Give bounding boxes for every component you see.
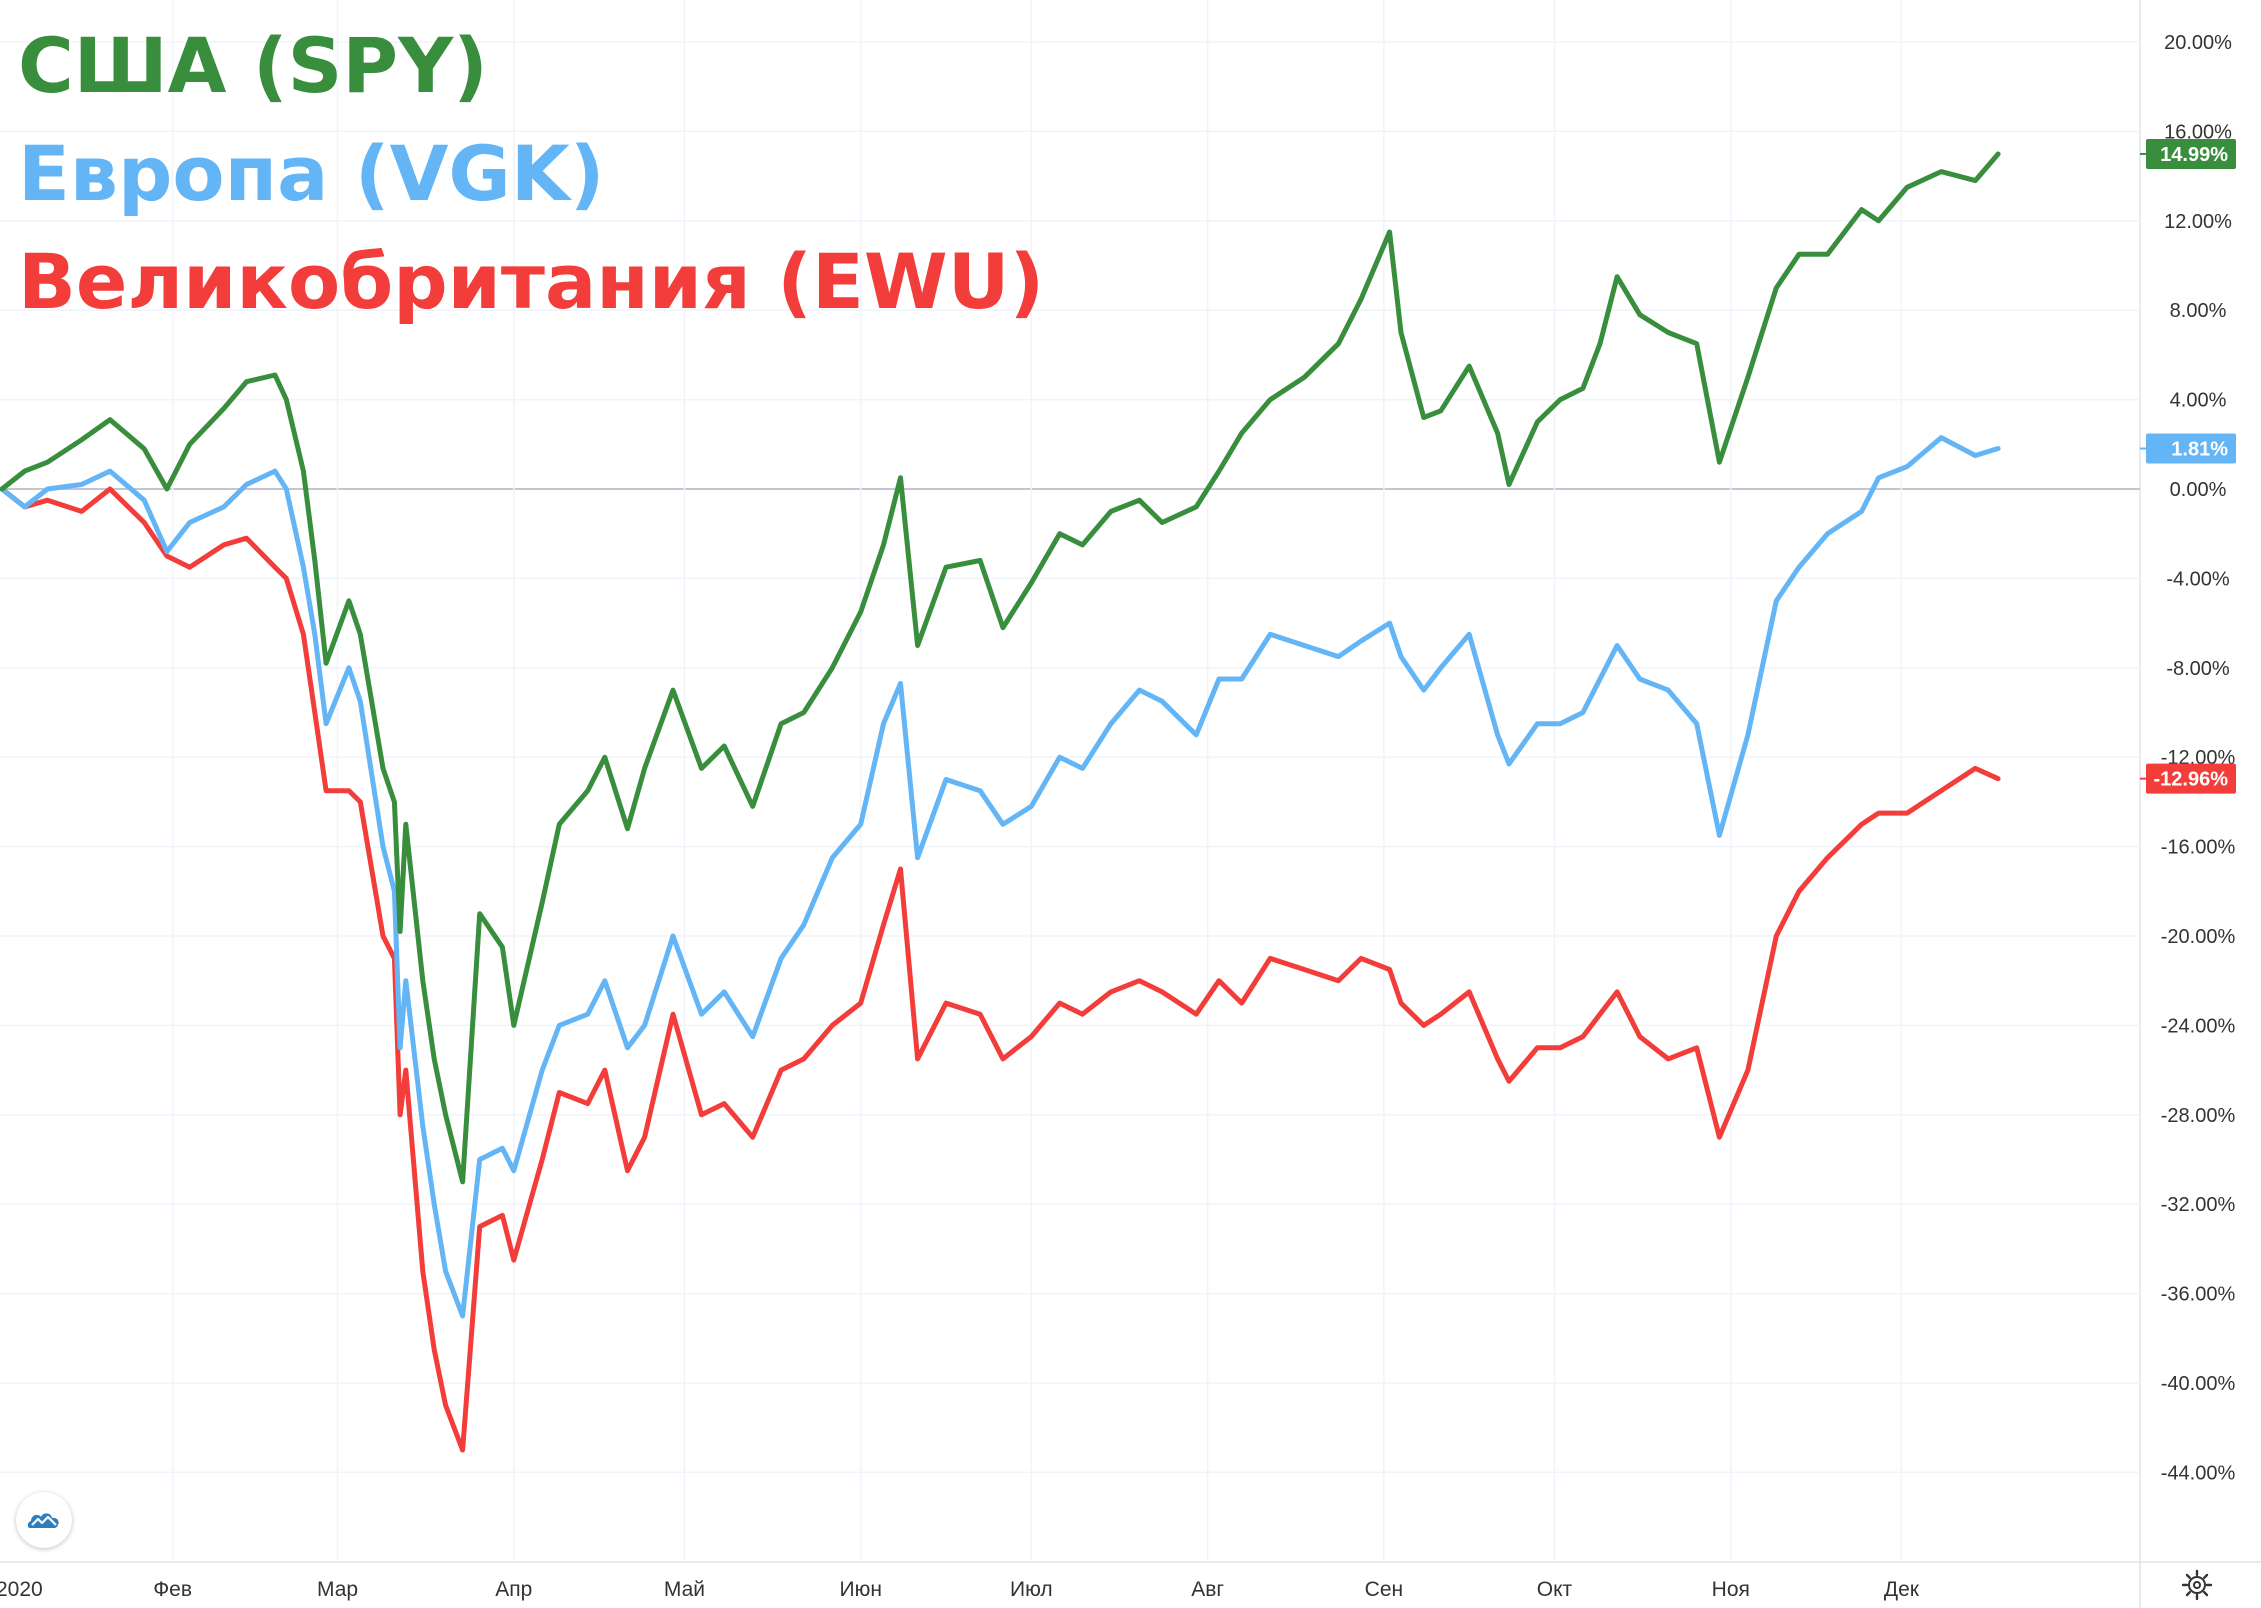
x-tick-label: Мар (317, 1578, 358, 1601)
last-value-label-vgk: 1.81% (2140, 433, 2236, 464)
y-tick-label: -8.00% (2166, 658, 2230, 680)
last-value-labels: 14.99% 1.81% -12.96% (2140, 138, 2236, 794)
tradingview-logo-button[interactable] (16, 1492, 72, 1548)
x-tick-label: Окт (1537, 1578, 1573, 1601)
series-line-vgk (0, 435, 2001, 1319)
y-tick-label: 12.00% (2164, 211, 2232, 233)
x-tick-label: Авг (1191, 1578, 1224, 1601)
series-line-ewu (0, 486, 2001, 1453)
legend: США (SPY) Европа (VGK) Великобритания (E… (18, 12, 1044, 336)
x-tick-label: Фев (153, 1578, 192, 1601)
time-axis: 2020 Фев Мар Апр Май Июн Июл Авг Сен Окт Ноя Дек (0, 1578, 1920, 1601)
x-tick-label: Сен (1365, 1578, 1403, 1601)
legend-item-vgk: Европа (VGK) (18, 129, 605, 218)
y-tick-label: -4.00% (2166, 568, 2230, 590)
x-tick-label: Июл (1010, 1578, 1053, 1601)
x-tick-label: Апр (495, 1578, 532, 1601)
x-tick-label: Дек (1884, 1578, 1920, 1601)
price-axis: 20.00% 16.00% 12.00% 8.00% 4.00% 0.00% -4.00% -… (2161, 32, 2236, 1484)
y-tick-label: -32.00% (2161, 1194, 2236, 1216)
gear-icon (2181, 1569, 2213, 1601)
legend-item-spy: США (SPY) (18, 21, 488, 110)
y-tick-label: -28.00% (2161, 1105, 2236, 1127)
series-lines (0, 151, 2001, 1453)
last-value-label-spy: 14.99% (2140, 138, 2236, 169)
y-tick-label: -24.00% (2161, 1015, 2236, 1037)
y-tick-label: 0.00% (2170, 479, 2227, 501)
x-tick-label: Июн (839, 1578, 881, 1601)
last-value-label-ewu: -12.96% (2140, 763, 2236, 794)
y-tick-label: -40.00% (2161, 1373, 2236, 1395)
x-tick-label: Ноя (1712, 1578, 1750, 1601)
y-tick-label: -44.00% (2161, 1462, 2236, 1484)
last-value-text-spy: 14.99% (2160, 144, 2228, 166)
y-tick-label: 4.00% (2170, 390, 2227, 412)
last-value-text-vgk: 1.81% (2171, 439, 2228, 461)
x-tick-label: Май (664, 1578, 705, 1601)
series-line-spy (0, 151, 2001, 1185)
legend-item-ewu: Великобритания (EWU) (18, 237, 1045, 326)
y-tick-label: 16.00% (2164, 121, 2232, 143)
tradingview-cloud-icon (27, 1513, 59, 1528)
y-tick-label: 20.00% (2164, 32, 2232, 54)
y-tick-label: -16.00% (2161, 837, 2236, 859)
settings-button[interactable] (2180, 1568, 2214, 1602)
y-tick-label: -20.00% (2161, 926, 2236, 948)
y-tick-label: -36.00% (2161, 1284, 2236, 1306)
x-tick-label: 2020 (0, 1578, 43, 1601)
y-tick-label: 8.00% (2170, 300, 2227, 322)
last-value-text-ewu: -12.96% (2154, 769, 2229, 791)
